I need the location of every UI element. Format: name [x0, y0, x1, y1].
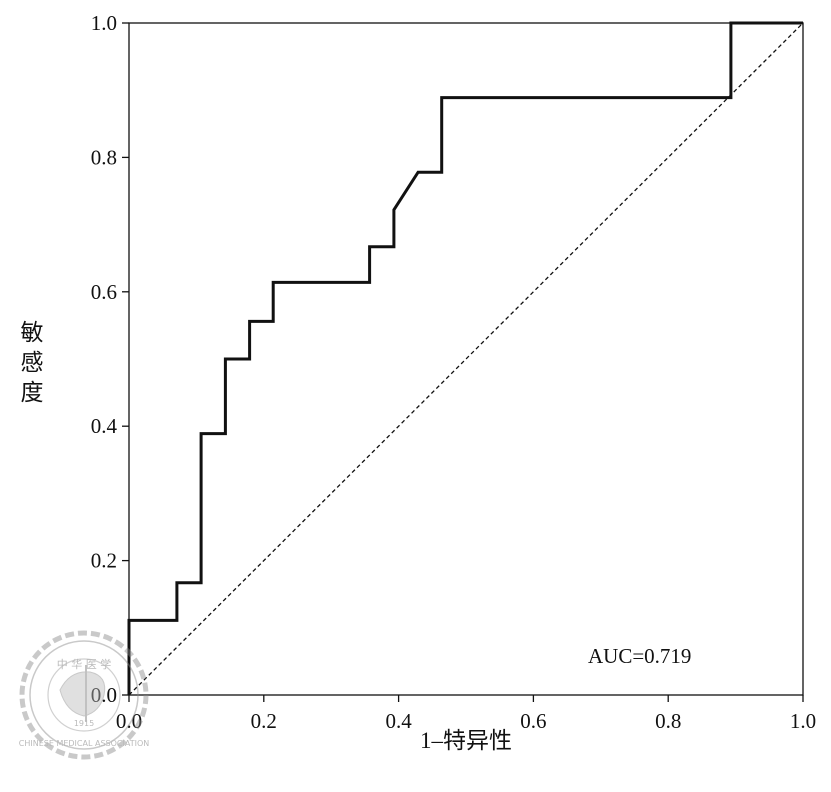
svg-text:CHINESE MEDICAL ASSOCIATION: CHINESE MEDICAL ASSOCIATION: [19, 739, 149, 748]
cma-watermark-seal: 中 华 医 学 CHINESE MEDICAL ASSOCIATION 1915: [19, 630, 149, 760]
y-tick-label: 0.6: [91, 280, 117, 304]
y-axis-title: 敏感度: [21, 320, 44, 405]
x-tick-label: 0.4: [385, 709, 412, 733]
plot-frame: [128, 22, 804, 696]
y-tick-label: 0.2: [91, 549, 117, 573]
x-tick-label: 0.6: [520, 709, 546, 733]
reference-diagonal-line: [128, 22, 804, 696]
svg-text:中 华 医 学: 中 华 医 学: [57, 657, 112, 671]
y-tick-label: 0.8: [91, 145, 117, 169]
x-tick-label: 0.0: [116, 709, 142, 733]
x-tick-label: 0.8: [655, 709, 681, 733]
y-tick-label: 0.0: [91, 683, 117, 707]
x-axis-title: 1–特异性: [420, 728, 512, 753]
x-tick-label: 0.2: [251, 709, 277, 733]
y-tick-label: 0.4: [91, 414, 118, 438]
x-tick-label: 1.0: [790, 709, 816, 733]
roc-curve-line: [127, 21, 803, 695]
svg-text:1915: 1915: [74, 719, 94, 728]
y-tick-label: 1.0: [91, 11, 117, 35]
auc-annotation: AUC=0.719: [588, 644, 691, 668]
